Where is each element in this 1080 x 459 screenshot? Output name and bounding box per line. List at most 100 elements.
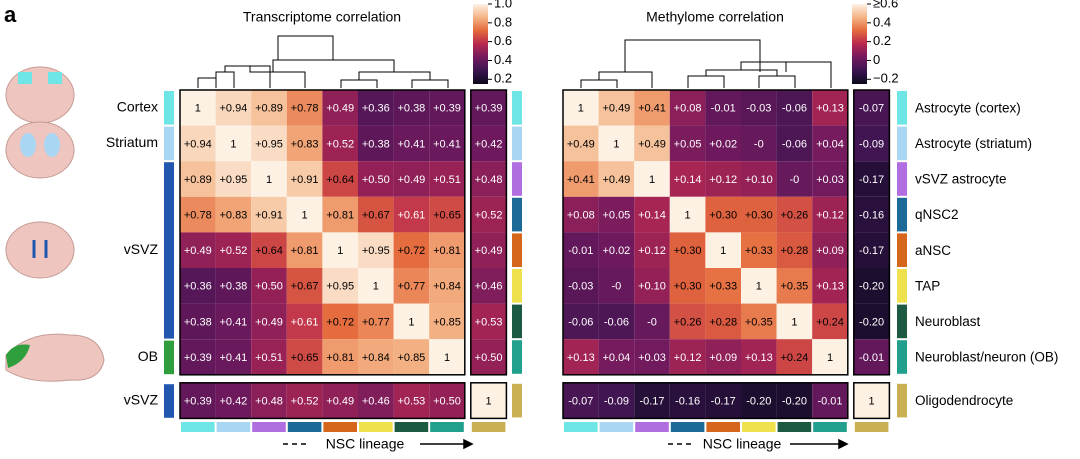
- heatmap-cell: [741, 382, 777, 419]
- heatmap-cell: [853, 303, 890, 340]
- row-label: Neuroblast/neuron (OB): [915, 350, 1058, 365]
- category-bar: [287, 422, 322, 432]
- cell-label: +0.77: [362, 316, 390, 328]
- region-label: vSVZ: [124, 241, 159, 257]
- heatmap-cell: [634, 161, 670, 197]
- heatmap-cell: [393, 382, 430, 419]
- heatmap-cell: [393, 125, 430, 162]
- heatmap-cell: [322, 232, 358, 268]
- heatmap-cell: [853, 196, 890, 233]
- heatmap-cell: [215, 125, 252, 162]
- x-axis-label: NSC lineage: [703, 436, 782, 452]
- cell-label: +0.02: [709, 138, 737, 150]
- heatmap-cell: [776, 303, 813, 340]
- category-bar: [897, 340, 907, 374]
- cell-label: +0.38: [219, 281, 247, 293]
- heatmap-cell: [215, 382, 252, 419]
- heatmap-cell: [812, 232, 848, 268]
- colorbar-tick-label: 0.6: [494, 33, 512, 48]
- block-border: [562, 382, 849, 420]
- heatmap-cell: [251, 382, 287, 419]
- cell-label: +0.53: [475, 316, 503, 328]
- heatmap-cell: [429, 268, 465, 304]
- chart-title: Methylome correlation: [646, 9, 784, 25]
- cell-label: +0.30: [674, 281, 702, 293]
- cell-label: -0.16: [675, 396, 700, 408]
- cell-label: 1: [613, 138, 619, 150]
- heatmap-cell: [470, 196, 507, 233]
- cell-label: -0.03: [568, 281, 593, 293]
- heatmap-cell: [429, 382, 465, 419]
- region-bar: [164, 126, 174, 161]
- category-bar: [564, 422, 598, 432]
- heatmap-cell: [776, 382, 813, 419]
- heatmap-cell: [563, 90, 599, 126]
- heatmap-cell: [669, 232, 706, 268]
- heatmap-cell: [741, 125, 777, 162]
- cell-label: 1: [827, 352, 833, 364]
- heatmap-cell: [180, 339, 216, 375]
- region-label: vSVZ: [124, 392, 159, 408]
- cell-label: +0.50: [255, 281, 283, 293]
- heatmap-cell: [215, 196, 252, 233]
- cell-label: +0.05: [674, 138, 702, 150]
- cell-label: +0.13: [816, 281, 844, 293]
- heatmap-cell: [634, 268, 670, 304]
- heatmap-cell: [812, 303, 848, 340]
- cell-label: +0.64: [326, 174, 354, 186]
- cell-label: +0.13: [816, 103, 844, 115]
- cell-label: -0: [647, 316, 657, 328]
- cell-label: +0.81: [433, 245, 461, 257]
- heatmap-cell: [812, 382, 848, 419]
- heatmap-cell: [634, 339, 670, 375]
- cell-label: -0.01: [711, 103, 736, 115]
- cell-label: +0.50: [362, 174, 390, 186]
- cell-label: -0.17: [639, 396, 664, 408]
- heatmap-cell: [741, 303, 777, 340]
- category-bar: [670, 422, 705, 432]
- heatmap-cell: [393, 232, 430, 268]
- cell-label: +0.41: [433, 138, 461, 150]
- category-bar: [471, 422, 506, 432]
- cell-label: +0.05: [602, 210, 630, 222]
- cell-label: 1: [756, 281, 762, 293]
- category-bar: [512, 304, 522, 339]
- category-bar: [897, 304, 907, 339]
- cell-label: +0.89: [255, 103, 283, 115]
- heatmap-cell: [358, 303, 394, 340]
- colorbar: [852, 4, 867, 84]
- heatmap-cell: [322, 125, 358, 162]
- cell-label: 1: [302, 210, 308, 222]
- region-label: Cortex: [117, 99, 158, 115]
- colorbar-tick-label: 0.4: [873, 14, 891, 29]
- category-bar: [635, 422, 669, 432]
- cell-label: +0.81: [291, 245, 319, 257]
- cell-label: -0.20: [746, 396, 771, 408]
- heatmap-cell: [322, 161, 358, 197]
- heatmap-cell: [393, 268, 430, 304]
- heatmap-cell: [669, 125, 706, 162]
- cell-label: +0.38: [362, 138, 390, 150]
- heatmap-cell: [251, 161, 287, 197]
- heatmap-cell: [853, 161, 890, 197]
- heatmap-cell: [853, 268, 890, 304]
- category-bar: [252, 422, 286, 432]
- category-bar: [897, 126, 907, 161]
- cell-label: +0.30: [745, 210, 773, 222]
- heatmap-cell: [470, 268, 507, 304]
- heatmap-cell: [322, 382, 358, 419]
- heatmap-cell: [286, 161, 323, 197]
- cell-label: 1: [230, 138, 236, 150]
- heatmap-cell: [563, 382, 599, 419]
- heatmap-cell: [358, 161, 394, 197]
- cell-label: -0.09: [604, 396, 629, 408]
- cell-label: +0.94: [219, 103, 247, 115]
- cell-label: +0.49: [397, 174, 425, 186]
- heatmap-cell: [853, 339, 890, 375]
- heatmap-cell: [429, 303, 465, 340]
- cell-label: +0.42: [219, 396, 247, 408]
- heatmap-cell: [741, 196, 777, 233]
- heatmap-cell: [705, 268, 741, 304]
- heatmap-cell: [705, 232, 741, 268]
- heatmap-cell: [563, 125, 599, 162]
